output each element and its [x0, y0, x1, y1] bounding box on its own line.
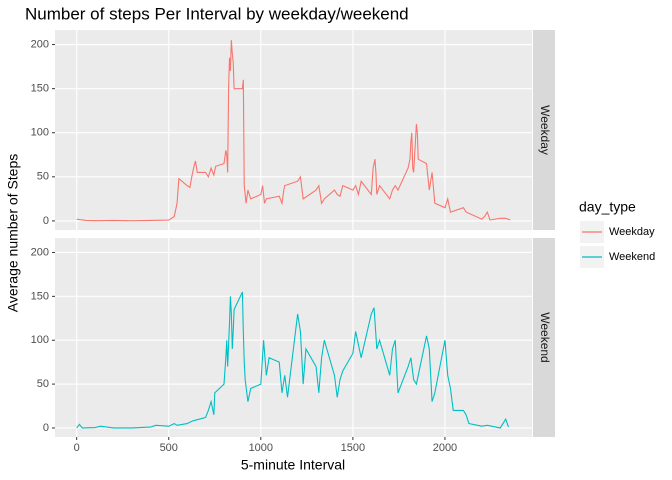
y-tick-label: 100: [31, 127, 49, 139]
y-tick-label: 0: [43, 422, 49, 434]
y-tick-label: 150: [31, 83, 49, 95]
x-tick-label: 1000: [249, 442, 273, 454]
y-tick-label: 200: [31, 246, 49, 258]
y-tick-label: 50: [37, 171, 49, 183]
legend-title: day_type: [579, 199, 636, 215]
x-tick-label: 500: [160, 442, 178, 454]
facet-label: Weekday: [538, 105, 552, 155]
facet-label: Weekend: [538, 312, 552, 362]
y-tick-label: 200: [31, 38, 49, 50]
x-tick-label: 0: [74, 442, 80, 454]
chart-title: Number of steps Per Interval by weekday/…: [25, 4, 409, 23]
data-line: [76, 40, 511, 222]
facet-strip: [533, 238, 555, 437]
y-tick-label: 50: [37, 378, 49, 390]
x-axis-title: 5-minute Interval: [241, 457, 345, 473]
x-tick-label: 2000: [433, 442, 457, 454]
legend-label: Weekday: [609, 226, 655, 238]
y-tick-label: 0: [43, 215, 49, 227]
x-tick-label: 1500: [341, 442, 365, 454]
facet-strip: [533, 30, 555, 230]
data-line: [76, 291, 509, 429]
panel-background: [55, 30, 532, 230]
y-axis-title: Average number of Steps: [5, 154, 21, 313]
legend-label: Weekend: [609, 251, 655, 263]
y-tick-label: 150: [31, 290, 49, 302]
y-tick-label: 100: [31, 334, 49, 346]
panel-background: [55, 238, 532, 437]
